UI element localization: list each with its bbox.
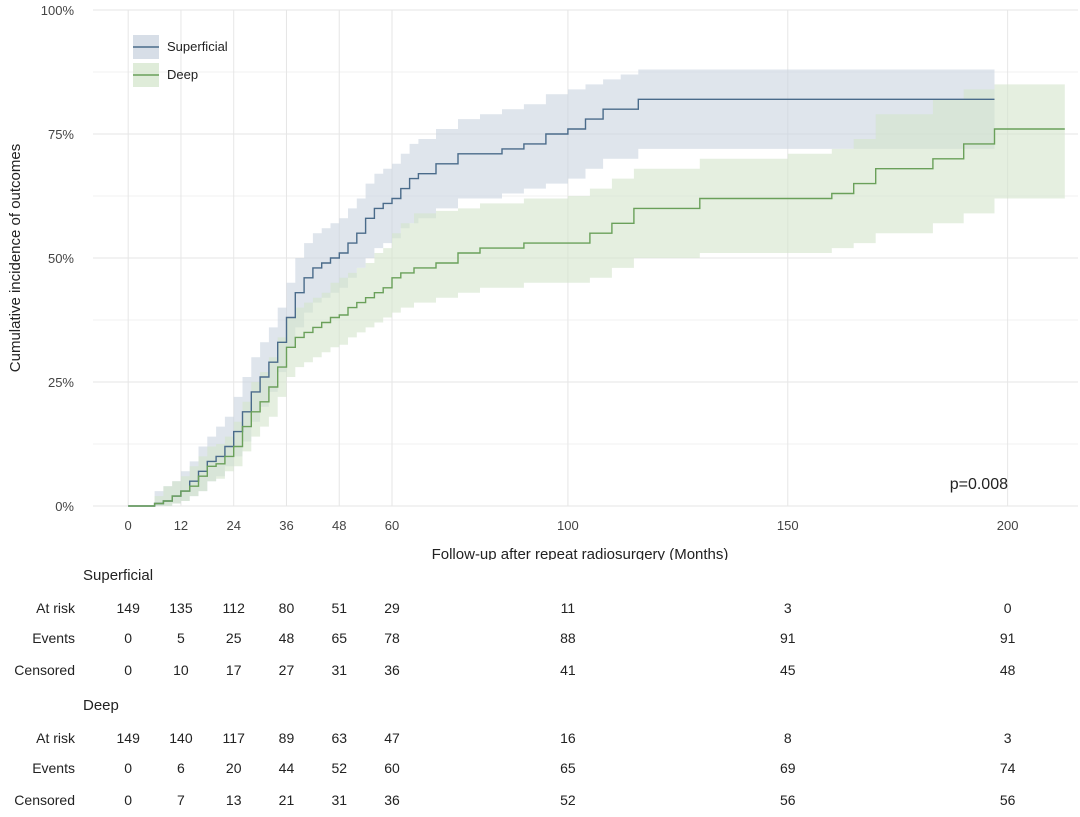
- risk-cell: 88: [560, 630, 576, 646]
- risk-cell: 52: [560, 792, 576, 808]
- risk-cell: 36: [384, 662, 400, 678]
- series-lines: [128, 98, 1065, 507]
- risk-row-label: Events: [32, 630, 75, 646]
- risk-row-label: Events: [32, 760, 75, 776]
- x-tick-label: 12: [174, 518, 188, 533]
- risk-cell: 47: [384, 730, 400, 746]
- risk-cell: 10: [173, 662, 189, 678]
- x-tick-label: 100: [557, 518, 579, 533]
- x-tick-label: 200: [997, 518, 1019, 533]
- risk-cell: 45: [779, 662, 796, 678]
- risk-cell: 13: [225, 792, 242, 808]
- ci-band-deep: [128, 84, 1065, 507]
- risk-cell: 89: [278, 730, 295, 746]
- risk-cell: 11: [560, 600, 576, 616]
- x-axis-title: Follow-up after repeat radiosurgery (Mon…: [432, 546, 729, 560]
- risk-cell: 0: [124, 760, 133, 776]
- risk-cell: 16: [560, 730, 576, 746]
- risk-row-label: Censored: [14, 662, 75, 678]
- risk-cell: 65: [331, 630, 348, 646]
- legend: Superficial Deep: [133, 35, 228, 87]
- risk-group-title: Deep: [83, 697, 119, 714]
- risk-cell: 21: [278, 792, 295, 808]
- risk-cell: 51: [331, 600, 348, 616]
- x-tick-label: 60: [385, 518, 399, 533]
- risk-group-title: Superficial: [83, 567, 154, 584]
- x-tick-label: 0: [125, 518, 132, 533]
- risk-cell: 69: [779, 760, 796, 776]
- risk-cell: 27: [278, 662, 295, 678]
- series-line-deep: [128, 128, 1065, 507]
- risk-cell: 8: [783, 730, 792, 746]
- legend-item-deep: Deep: [133, 63, 198, 87]
- risk-cell: 56: [999, 792, 1016, 808]
- risk-cell: 31: [331, 662, 348, 678]
- risk-cell: 0: [124, 662, 133, 678]
- risk-cell: 5: [177, 630, 185, 646]
- risk-cell: 149: [116, 600, 140, 616]
- risk-cell: 63: [331, 730, 348, 746]
- risk-cell: 48: [278, 630, 295, 646]
- risk-cell: 25: [225, 630, 242, 646]
- risk-cell: 6: [177, 760, 185, 776]
- series-line-superficial: [128, 98, 995, 507]
- risk-cell: 117: [222, 730, 245, 746]
- risk-row-label: At risk: [36, 730, 75, 746]
- risk-cell: 74: [999, 760, 1016, 776]
- x-axis-ticks: 0 12 24 36 48 60 100 150 200: [125, 518, 1019, 533]
- risk-cell: 91: [779, 630, 796, 646]
- risk-cell: 44: [278, 760, 295, 776]
- risk-cell: 140: [169, 730, 193, 746]
- risk-cell: 17: [225, 662, 242, 678]
- risk-cell: 60: [384, 760, 400, 776]
- risk-cell: 3: [1003, 730, 1012, 746]
- risk-cell: 112: [222, 600, 245, 616]
- y-tick-label: 50%: [48, 251, 74, 266]
- risk-cell: 65: [560, 760, 576, 776]
- y-tick-label: 100%: [41, 3, 75, 18]
- risk-cell: 0: [1003, 600, 1012, 616]
- ci-band-superficial: [128, 69, 995, 506]
- risk-cell: 31: [331, 792, 348, 808]
- risk-cell: 80: [278, 600, 295, 616]
- risk-cell: 56: [779, 792, 796, 808]
- y-tick-label: 25%: [48, 375, 74, 390]
- x-tick-label: 24: [226, 518, 240, 533]
- risk-cell: 29: [384, 600, 400, 616]
- risk-cell: 3: [783, 600, 792, 616]
- legend-item-superficial: Superficial: [133, 35, 228, 59]
- x-tick-label: 150: [777, 518, 799, 533]
- risk-cell: 20: [225, 760, 242, 776]
- risk-cell: 7: [177, 792, 185, 808]
- risk-cell: 149: [116, 730, 140, 746]
- risk-row-label: At risk: [36, 600, 75, 616]
- y-tick-label: 75%: [48, 127, 74, 142]
- risk-cell: 0: [124, 792, 133, 808]
- y-tick-label: 0%: [55, 499, 74, 514]
- x-tick-label: 48: [332, 518, 346, 533]
- risk-cell: 91: [999, 630, 1016, 646]
- cumulative-incidence-chart: 0% 25% 50% 75% 100% 0 12 24 36 48 60 100 150 200 Sup…: [7, 3, 1078, 560]
- risk-cell: 0: [124, 630, 133, 646]
- risk-cell: 48: [999, 662, 1016, 678]
- risk-cell: 52: [331, 760, 348, 776]
- risk-row-label: Censored: [14, 792, 75, 808]
- legend-label: Superficial: [167, 39, 228, 54]
- risk-cell: 36: [384, 792, 400, 808]
- risk-cell: 78: [384, 630, 400, 646]
- confidence-bands: [128, 69, 1065, 507]
- y-axis-ticks: 0% 25% 50% 75% 100%: [41, 3, 75, 514]
- legend-label: Deep: [167, 67, 198, 82]
- risk-cell: 135: [169, 600, 193, 616]
- p-value-annotation: p=0.008: [950, 476, 1008, 493]
- y-axis-title: Cumulative incidence of outcomes: [7, 144, 24, 372]
- risk-cell: 41: [560, 662, 576, 678]
- risk-table: Superficial At risk 149 135 112 80 51 29 11 3 0 Eve…: [0, 560, 1080, 817]
- x-tick-label: 36: [279, 518, 293, 533]
